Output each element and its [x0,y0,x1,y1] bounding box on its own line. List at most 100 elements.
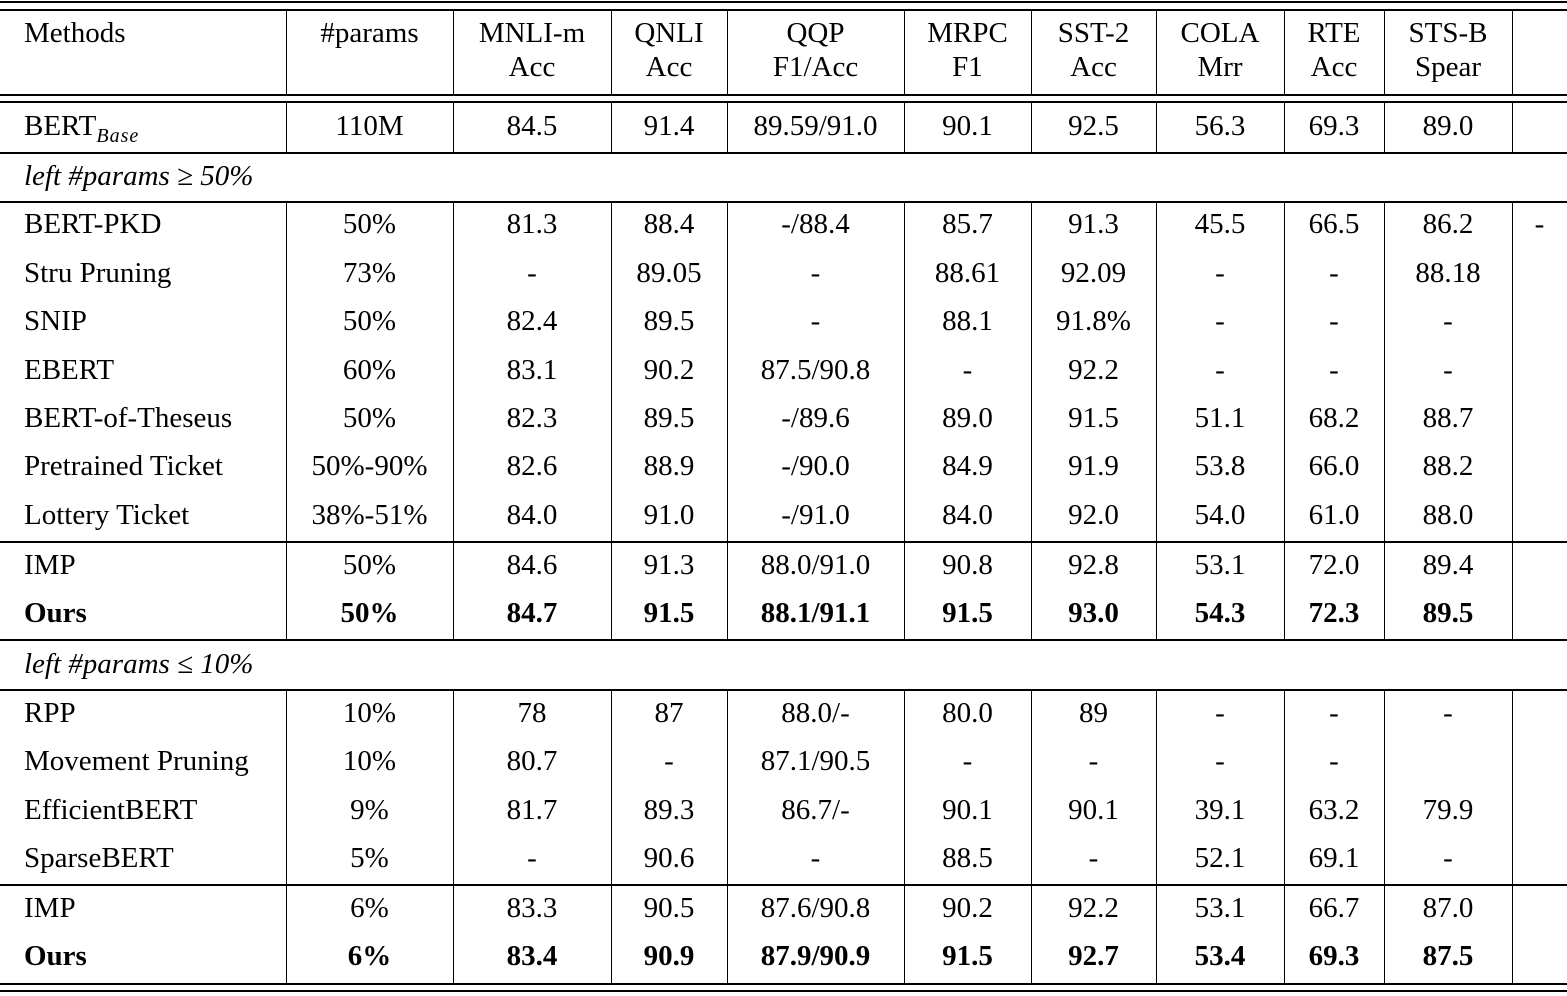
column-divider [611,102,612,152]
column-header: QNLI [634,17,704,49]
column-divider [453,690,454,884]
column-divider [286,102,287,152]
column-divider [1512,885,1513,983]
column-divider [1384,202,1385,541]
column-divider [1384,885,1385,983]
table-cell: 90.1 [942,110,993,142]
column-divider [1156,885,1157,983]
block-rule [0,884,1567,886]
column-divider [1284,885,1285,983]
table-cell: 86.7/- [781,794,850,826]
table-cell: 87.6/90.8 [760,892,871,924]
table-cell: 87.5/90.8 [760,354,871,386]
table-cell: - [1215,745,1225,777]
column-divider [1031,885,1032,983]
table-cell: 87.5 [1422,940,1474,972]
table-cell: 88.1 [942,305,993,337]
table-cell: 89.0 [1422,110,1474,142]
table-cell: 66.7 [1308,892,1360,924]
column-divider [611,202,612,541]
method-name: Movement Pruning [24,745,249,777]
column-divider [904,10,905,94]
table-cell: - [962,745,973,777]
table-cell: 93.0 [1068,597,1119,629]
table-cell: 90.2 [942,892,993,924]
column-metric: Acc [1070,51,1117,83]
table-cell: 84.5 [506,110,558,142]
column-metric: F1/Acc [772,51,859,83]
table-cell: 69.1 [1308,842,1360,874]
section-end-rule [0,983,1567,985]
method-name: EBERT [24,354,115,386]
table-cell: 56.3 [1194,110,1246,142]
table-cell: - [1329,305,1339,337]
table-cell: - [810,257,821,289]
table-cell: 88.61 [934,257,1001,289]
column-header: MNLI-m [478,17,586,49]
method-name: SparseBERT [24,842,174,874]
table-cell: 53.1 [1194,549,1246,581]
column-divider [453,102,454,152]
column-divider [1384,542,1385,639]
column-header: QQP [786,17,845,49]
table-cell: 50% [342,305,397,337]
column-metric: Acc [1310,51,1358,83]
method-name: BERT [24,110,97,142]
column-divider [904,690,905,884]
table-cell: 84.9 [942,450,993,482]
table-cell: 66.0 [1308,450,1360,482]
table-cell: 89.05 [636,257,702,289]
table-cell: - [962,354,973,386]
table-cell: - [1215,354,1225,386]
table-cell: 84.7 [506,597,558,629]
table-cell: 78 [517,697,547,729]
table-cell: 68.2 [1308,402,1360,434]
table-cell: 92.2 [1068,892,1119,924]
table-cell: 90.1 [1068,794,1119,826]
bottom-rule [0,990,1567,992]
column-divider [1156,202,1157,541]
table-cell: 92.09 [1060,257,1127,289]
column-header: #params [320,17,419,49]
table-cell: 88.0 [1422,499,1474,531]
section-label: left #params ≤ 10% [24,648,254,680]
column-divider [727,690,728,884]
table-cell: 73% [342,257,397,289]
table-cell: 90.9 [643,940,695,972]
table-cell: 88.1/91.1 [760,597,871,629]
table-cell: 6% [347,940,392,972]
column-divider [727,10,728,94]
top-rule-1 [0,1,1567,3]
method-name: Lottery Ticket [24,499,190,531]
method-name: SNIP [24,305,87,337]
table-cell: 50% [342,402,397,434]
column-header: Methods [24,17,126,49]
column-divider [1512,202,1513,541]
section-end-rule [0,639,1567,641]
table-cell: 83.3 [506,892,558,924]
table-cell: 87.9/90.9 [760,940,871,972]
ours-method: Ours [24,940,87,972]
column-divider [904,885,905,983]
table-cell: 91.5 [1068,402,1119,434]
table-cell: 90.8 [942,549,993,581]
table-cell: - [527,257,537,289]
column-divider [1512,10,1513,94]
table-cell: 91.5 [942,597,993,629]
table-cell: - [1088,842,1099,874]
column-divider [286,690,287,884]
table-cell: 89.4 [1422,549,1474,581]
table-cell: 61.0 [1308,499,1360,531]
table-cell: 89.5 [643,305,695,337]
table-cell: 82.3 [506,402,558,434]
column-divider [1384,690,1385,884]
baseline-method: BERTBase [24,109,284,147]
table-cell: 87.1/90.5 [760,745,871,777]
column-divider [1156,542,1157,639]
column-divider [286,10,287,94]
table-cell: 89.5 [1422,597,1474,629]
column-divider [1156,102,1157,152]
column-divider [611,10,612,94]
table-cell: 72.3 [1308,597,1360,629]
table-cell: - [1534,208,1545,240]
